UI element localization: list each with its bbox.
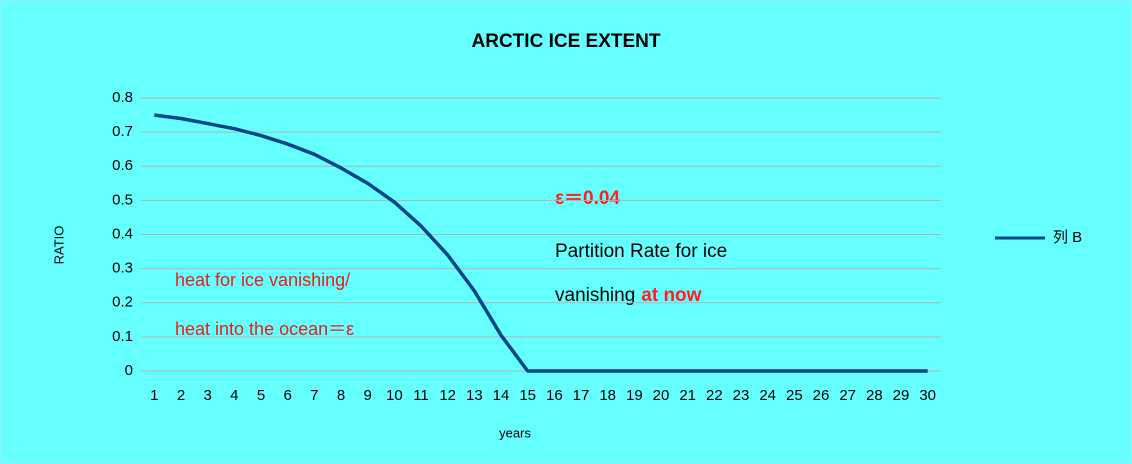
x-tick-label: 21 xyxy=(679,387,696,404)
x-tick-label: 9 xyxy=(363,387,371,404)
y-tick-label: 0.8 xyxy=(112,89,133,106)
x-tick-label: 6 xyxy=(283,387,291,404)
y-tick-label: 0.5 xyxy=(112,191,133,208)
annotation: vanishing at now xyxy=(555,285,702,306)
y-tick-label: 0.1 xyxy=(112,328,133,345)
x-tick-label: 3 xyxy=(203,387,211,404)
x-tick-label: 20 xyxy=(653,387,670,404)
annotation: Partition Rate for ice xyxy=(555,241,727,262)
annotation: heat for ice vanishing/ xyxy=(175,270,350,290)
y-tick-label: 0.7 xyxy=(112,123,133,140)
x-tick-label: 14 xyxy=(493,387,510,404)
x-tick-label: 25 xyxy=(786,387,803,404)
x-tick-label: 1 xyxy=(150,387,158,404)
x-tick-label: 11 xyxy=(413,387,429,404)
x-tick-label: 23 xyxy=(733,387,750,404)
x-axis-label: years xyxy=(499,425,531,440)
x-tick-label: 8 xyxy=(337,387,345,404)
annotation-part: at now xyxy=(641,285,701,306)
legend-label: 列 B xyxy=(1053,229,1082,246)
x-tick-label: 17 xyxy=(573,387,590,404)
x-tick-label: 19 xyxy=(626,387,643,404)
x-tick-label: 26 xyxy=(813,387,830,404)
x-tick-label: 5 xyxy=(257,387,265,404)
series-line xyxy=(154,113,928,373)
x-tick-label: 18 xyxy=(599,387,616,404)
chart-title: ARCTIC ICE EXTENT xyxy=(472,31,661,52)
x-tick-label: 10 xyxy=(386,387,403,404)
x-tick-label: 4 xyxy=(230,387,238,404)
y-tick-label: 0.4 xyxy=(112,225,133,242)
x-tick-label: 7 xyxy=(310,387,318,404)
x-tick-label: 24 xyxy=(759,387,776,404)
x-tick-label: 15 xyxy=(519,387,536,404)
x-tick-label: 30 xyxy=(919,387,936,404)
x-tick-label: 16 xyxy=(546,387,563,404)
x-tick-label: 27 xyxy=(839,387,856,404)
y-tick-label: 0.3 xyxy=(112,260,133,277)
y-tick-label: 0.6 xyxy=(112,157,133,174)
x-tick-label: 2 xyxy=(177,387,185,404)
annotation: heat into the ocean＝ε xyxy=(175,319,354,339)
annotation-part: vanishing xyxy=(555,285,635,306)
annotation: ε＝0.04 xyxy=(555,188,620,209)
x-tick-label: 22 xyxy=(706,387,723,404)
x-tick-label: 28 xyxy=(866,387,883,404)
x-tick-label: 13 xyxy=(466,387,483,404)
y-tick-label: 0 xyxy=(125,362,133,379)
y-axis-label: RATIO xyxy=(51,226,66,265)
x-tick-label: 29 xyxy=(893,387,910,404)
y-tick-label: 0.2 xyxy=(112,294,133,311)
x-tick-label: 12 xyxy=(439,387,456,404)
